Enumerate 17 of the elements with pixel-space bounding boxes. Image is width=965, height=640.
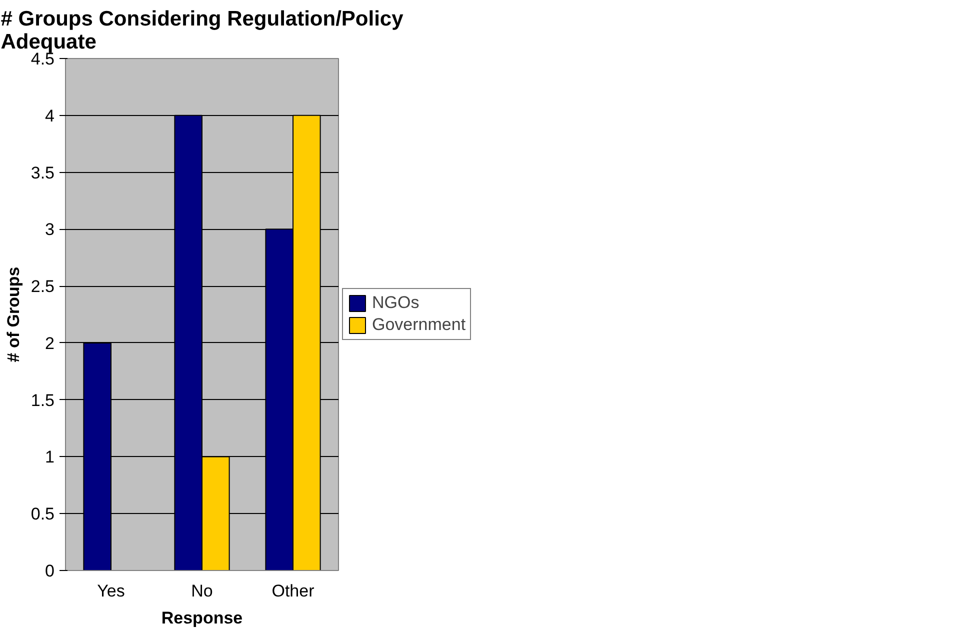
chart-title: # Groups Considering Regulation/Policy Adequate bbox=[0, 8, 404, 54]
legend-label: NGOs bbox=[372, 293, 420, 313]
y-tick-label: 3.5 bbox=[30, 163, 55, 182]
x-tick-label: Other bbox=[272, 582, 315, 600]
legend-label: Government bbox=[372, 315, 466, 335]
y-axis-title: # of Groups bbox=[4, 266, 23, 362]
y-tick-label: 2 bbox=[45, 334, 55, 353]
y-tick-label: 3 bbox=[45, 220, 55, 240]
y-tick-label: 2.5 bbox=[30, 277, 55, 296]
x-axis-title: Response bbox=[161, 608, 243, 628]
y-tick-label: 0.5 bbox=[30, 504, 55, 524]
y-tick-label: 4 bbox=[45, 106, 55, 126]
y-tick-label: 1.5 bbox=[30, 390, 55, 410]
y-tick-label: 1 bbox=[45, 448, 55, 467]
x-tick-label: No bbox=[191, 582, 213, 600]
x-tick-label: Yes bbox=[97, 582, 125, 600]
y-tick-label: 0 bbox=[45, 562, 55, 580]
